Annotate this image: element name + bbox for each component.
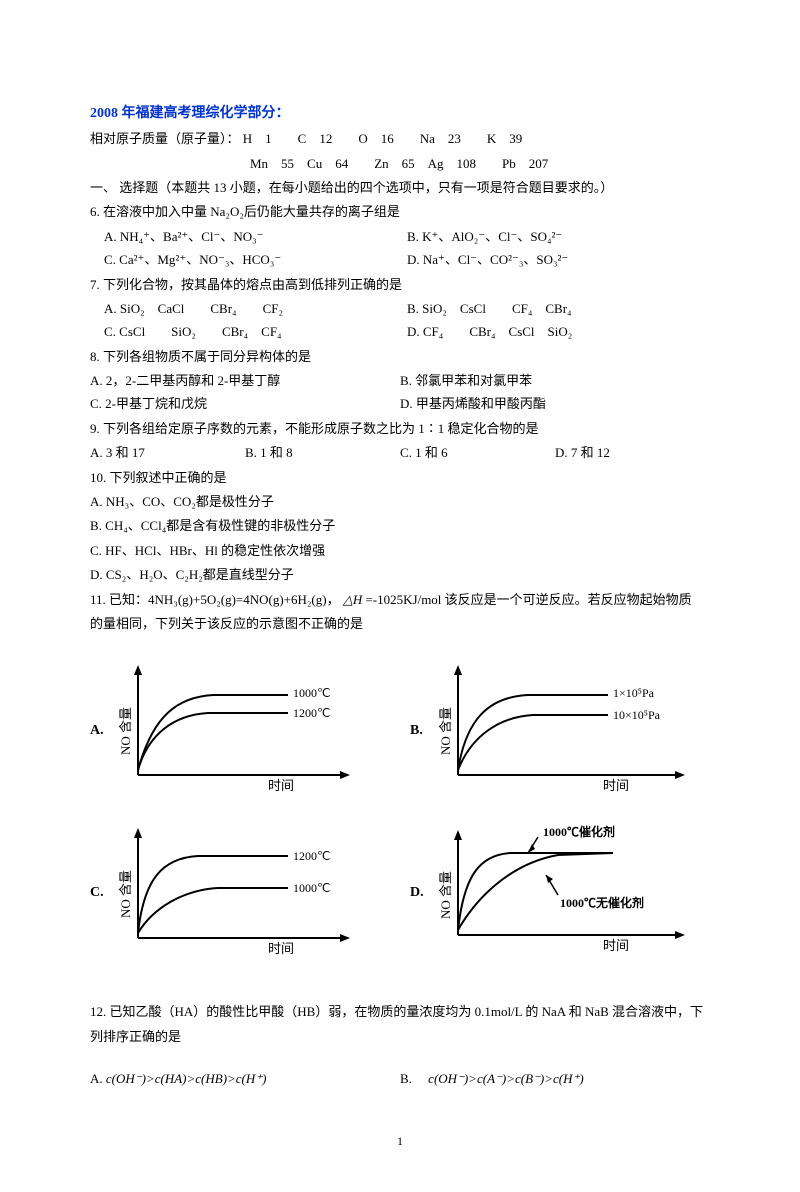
q8-stem: 8. 下列各组物质不属于同分异构体的是 — [90, 345, 710, 368]
chart-c-bottom-label: 1000℃ — [293, 881, 330, 895]
delta-h-symbol: △H — [343, 592, 362, 607]
q6-opt-a: A. NH₄⁺、Ba²⁺、Cl⁻、NO₃⁻ — [104, 225, 407, 248]
chart-c-curve-top — [138, 856, 288, 933]
chart-a-svg: NO 含量 时间 1000℃ 1200℃ — [118, 665, 358, 795]
q12-b-prefix: B. — [400, 1071, 425, 1086]
q7-opt-c: C. CsCl SiO₂ CBr₄ CF₄ — [104, 320, 407, 343]
chart-a-ylabel: NO 含量 — [118, 707, 133, 755]
doc-title: 2008 年福建高考理综化学部分： — [90, 106, 290, 121]
q10-opt-b: B. CH₄、CCl₄都是含有极性键的非极性分子 — [90, 514, 710, 537]
q7-stem: 7. 下列化合物，按其晶体的熔点由高到低排列正确的是 — [90, 273, 710, 296]
q10-opt-d: D. CS₂、H₂O、C₂H₂都是直线型分子 — [90, 563, 710, 586]
chart-c: C. NO 含量 时间 1200℃ 1000℃ — [90, 825, 390, 960]
q6-opt-c: C. Ca²⁺、Mg²⁺、NO⁻₃、HCO₃⁻ — [104, 248, 407, 271]
q9-opt-c: C. 1 和 6 — [400, 441, 555, 464]
q11-charts: A. NO 含量 时间 1000℃ 1200℃ B. NO 含量 时间 1×10… — [90, 665, 710, 960]
chart-b-bottom-label: 10×10⁵Pa — [613, 708, 661, 722]
chart-a-xlabel: 时间 — [268, 778, 294, 793]
q11-stem-c: 的量相同，下列关于该反应的示意图不正确的是 — [90, 612, 710, 635]
chart-d-ylabel: NO 含量 — [438, 871, 453, 919]
chart-a-bottom-label: 1200℃ — [293, 706, 330, 720]
chart-c-ylabel: NO 含量 — [118, 870, 133, 918]
q12-a-body: c(OH⁻)>c(HA)>c(HB)>c(H⁺) — [106, 1071, 267, 1086]
chart-c-letter: C. — [90, 880, 112, 905]
q12-opt-b: B. c(OH⁻)>c(A⁻)>c(B⁻)>c(H⁺) — [400, 1067, 710, 1090]
chart-d-xlabel: 时间 — [603, 938, 629, 953]
chart-a-letter: A. — [90, 718, 112, 743]
q8-opt-a: A. 2，2-二甲基丙醇和 2-甲基丁醇 — [90, 369, 400, 392]
chart-d-curve-top — [458, 853, 613, 930]
page-number: 1 — [90, 1131, 710, 1153]
q7-opt-b: B. SiO₂ CsCl CF₄ CBr₄ — [407, 297, 710, 320]
chart-b-xlabel: 时间 — [603, 778, 629, 793]
section-1-header: 一、 选择题（本题共 13 小题，在每小题给出的四个选项中，只有一项是符合题目要… — [90, 176, 710, 199]
chart-d-bottom-label: 1000℃无催化剂 — [560, 895, 644, 910]
q12-a-prefix: A. — [90, 1071, 106, 1086]
chart-d: D. 1000℃催化剂 NO 含量 时间 1000℃无催化剂 — [410, 825, 710, 960]
q12-opt-a: A. c(OH⁻)>c(HA)>c(HB)>c(H⁺) — [90, 1067, 400, 1090]
atomic-mass-values-1: H 1 C 12 O 16 Na 23 K 39 — [243, 131, 523, 146]
q11-stem: 11. 已知：4NH₃(g)+5O₂(g)=4NO(g)+6H₂(g)， △H … — [90, 588, 710, 611]
chart-b-svg: NO 含量 时间 1×10⁵Pa 10×10⁵Pa — [438, 665, 693, 795]
atomic-mass-label: 相对原子质量（原子量）： — [90, 131, 240, 146]
atomic-mass-line2: Mn 55 Cu 64 Zn 65 Ag 108 Pb 207 — [90, 152, 710, 175]
q6-opt-b: B. K⁺、AlO₂⁻、Cl⁻、SO₄²⁻ — [407, 225, 710, 248]
q9-opt-d: D. 7 和 12 — [555, 441, 710, 464]
q10-opt-a: A. NH₃、CO、CO₂都是极性分子 — [90, 490, 710, 513]
chart-b: B. NO 含量 时间 1×10⁵Pa 10×10⁵Pa — [410, 665, 710, 795]
chart-d-letter: D. — [410, 880, 432, 905]
q7-opt-d: D. CF₄ CBr₄ CsCl SiO₂ — [407, 320, 710, 343]
chart-b-top-label: 1×10⁵Pa — [613, 686, 655, 700]
q11-stem-b: =-1025KJ/mol 该反应是一个可逆反应。若反应物起始物质 — [365, 592, 691, 607]
chart-d-top-label: 1000℃催化剂 — [543, 825, 615, 839]
chart-c-top-label: 1200℃ — [293, 849, 330, 863]
q12-stem2: 列排序正确的是 — [90, 1025, 710, 1048]
q12-b-body: c(OH⁻)>c(A⁻)>c(B⁻)>c(H⁺) — [428, 1071, 584, 1086]
chart-c-xlabel: 时间 — [268, 941, 294, 956]
chart-d-svg: 1000℃催化剂 NO 含量 时间 1000℃无催化剂 — [438, 825, 693, 960]
chart-a-top-label: 1000℃ — [293, 686, 330, 700]
q9-opt-a: A. 3 和 17 — [90, 441, 245, 464]
q8-opt-b: B. 邻氯甲苯和对氯甲苯 — [400, 369, 710, 392]
q9-opt-b: B. 1 和 8 — [245, 441, 400, 464]
q7-opt-a: A. SiO₂ CaCl CBr₄ CF₂ — [104, 297, 407, 320]
chart-c-curve-bottom — [138, 888, 288, 933]
q9-stem: 9. 下列各组给定原子序数的元素，不能形成原子数之比为 1∶1 稳定化合物的是 — [90, 417, 710, 440]
chart-b-ylabel: NO 含量 — [438, 707, 453, 755]
chart-c-svg: NO 含量 时间 1200℃ 1000℃ — [118, 828, 358, 958]
q6-stem: 6. 在溶液中加入中量 Na₂O₂后仍能大量共存的离子组是 — [90, 200, 710, 223]
q8-opt-d: D. 甲基丙烯酸和甲酸丙酯 — [400, 392, 710, 415]
q10-opt-c: C. HF、HCl、HBr、Hl 的稳定性依次增强 — [90, 539, 710, 562]
chart-b-curve-bottom — [458, 715, 608, 770]
chart-b-letter: B. — [410, 718, 432, 743]
chart-a: A. NO 含量 时间 1000℃ 1200℃ — [90, 665, 390, 795]
atomic-mass-line1: 相对原子质量（原子量）： H 1 C 12 O 16 Na 23 K 39 — [90, 127, 710, 150]
q10-stem: 10. 下列叙述中正确的是 — [90, 466, 710, 489]
q6-opt-d: D. Na⁺、Cl⁻、CO²⁻₃、SO₃²⁻ — [407, 248, 710, 271]
q11-stem-a: 11. 已知：4NH₃(g)+5O₂(g)=4NO(g)+6H₂(g)， — [90, 592, 340, 607]
q12-stem1: 12. 已知乙酸（HA）的酸性比甲酸（HB）弱，在物质的量浓度均为 0.1mol… — [90, 1000, 710, 1023]
chart-b-curve-top — [458, 695, 608, 770]
q8-opt-c: C. 2-甲基丁烷和戊烷 — [90, 392, 400, 415]
